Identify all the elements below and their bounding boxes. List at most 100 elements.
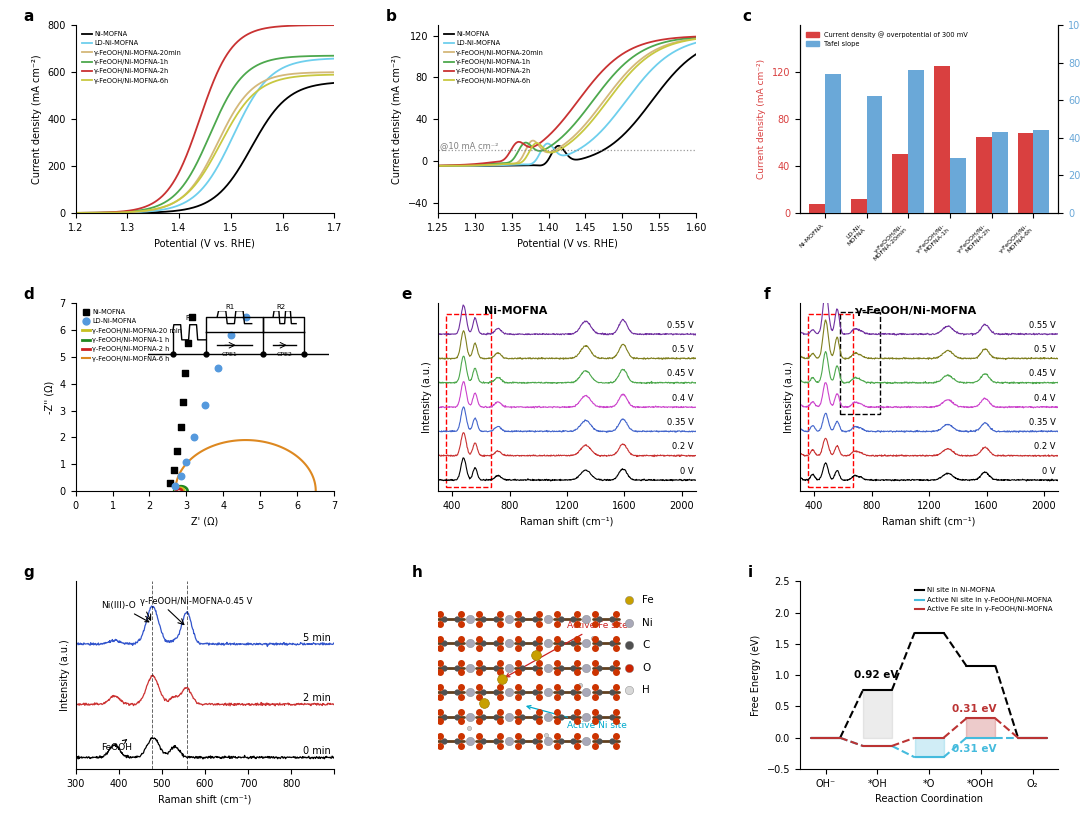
γ-FeOOH/Ni-MOFNA-2h (327, 20, 340, 30)
Text: e: e (402, 288, 411, 303)
Point (165, 463, 183, 477)
γ-FeOOH/Ni-MOFNA-6h (100, 207, 113, 217)
γ-FeOOH/Ni-MOFNA-1h (172, 186, 185, 196)
Y-axis label: Intensity (a.u.): Intensity (a.u.) (784, 361, 794, 433)
γ-FeOOH/Ni-MOFNA-1h (327, 51, 340, 61)
Bar (934, 66, 950, 213)
γ-FeOOH/Ni-MOFNA-20min (256, 77, 269, 87)
Text: c: c (743, 9, 752, 24)
Point (184, 310, 201, 324)
Text: Fe: Fe (642, 595, 653, 605)
X-axis label: Potential (V vs. RHE): Potential (V vs. RHE) (516, 238, 618, 248)
Bar (851, 199, 866, 213)
X-axis label: Z' (Ω): Z' (Ω) (191, 517, 218, 527)
Text: 0.55 V: 0.55 V (1029, 321, 1055, 329)
Line: γ-FeOOH/Ni-MOFNA-2h: γ-FeOOH/Ni-MOFNA-2h (76, 25, 334, 213)
Text: i: i (748, 565, 753, 580)
Text: 0.45 V: 0.45 V (1029, 370, 1055, 379)
Text: 0 V: 0 V (1042, 466, 1055, 476)
γ-FeOOH/Ni-MOFNA-20min (153, 203, 166, 213)
Text: g: g (24, 565, 35, 580)
γ-FeOOH/Ni-MOFNA-6h (327, 69, 340, 79)
Point (237, 310, 254, 324)
Point (178, 455, 195, 468)
Line: γ-FeOOH/Ni-MOFNA-20min: γ-FeOOH/Ni-MOFNA-20min (76, 72, 334, 213)
Text: 0.35 V: 0.35 V (1028, 418, 1055, 427)
Text: 0.5 V: 0.5 V (672, 345, 693, 354)
Text: 0.55 V: 0.55 V (666, 321, 693, 329)
Legend: Current density @ overpotential of 300 mV, Tafel slope: Current density @ overpotential of 300 m… (804, 28, 971, 50)
Text: 5 min: 5 min (302, 633, 330, 643)
Text: Ni-MOFNA: Ni-MOFNA (484, 307, 546, 317)
Text: 0.4 V: 0.4 V (1034, 394, 1055, 403)
Y-axis label: Intensity (a.u.): Intensity (a.u.) (422, 361, 432, 433)
Text: 0 min: 0 min (303, 747, 330, 757)
γ-FeOOH/Ni-MOFNA-1h (257, 58, 270, 68)
γ-FeOOH/Ni-MOFNA-6h (232, 108, 245, 118)
γ-FeOOH/Ni-MOFNA-1h (100, 207, 113, 217)
γ-FeOOH/Ni-MOFNA-1h (153, 200, 166, 210)
LD-Ni-MOFNA (257, 79, 270, 89)
Text: 0.45 V: 0.45 V (666, 370, 693, 379)
Ni-MOFNA (153, 207, 166, 217)
γ-FeOOH/Ni-MOFNA-2h (172, 169, 185, 179)
LD-Ni-MOFNA (232, 120, 245, 130)
Bar (950, 159, 966, 213)
γ-FeOOH/Ni-MOFNA-6h (256, 83, 269, 93)
Ni-MOFNA (256, 124, 269, 134)
X-axis label: Raman shift (cm⁻¹): Raman shift (cm⁻¹) (159, 794, 252, 804)
Text: 0.5 V: 0.5 V (1034, 345, 1055, 354)
γ-FeOOH/Ni-MOFNA-2h (256, 24, 269, 34)
LD-Ni-MOFNA (100, 208, 113, 218)
γ-FeOOH/Ni-MOFNA-20min (327, 67, 340, 77)
Bar (840, 312, 880, 414)
Y-axis label: Current density (mA cm⁻²): Current density (mA cm⁻²) (31, 54, 42, 184)
Text: @10 mA cm⁻²: @10 mA cm⁻² (440, 141, 498, 150)
γ-FeOOH/Ni-MOFNA-2h (257, 23, 270, 33)
γ-FeOOH/Ni-MOFNA-2h (100, 207, 113, 217)
Text: a: a (24, 9, 35, 24)
Ni-MOFNA (327, 78, 340, 88)
Bar (825, 74, 840, 213)
γ-FeOOH/Ni-MOFNA-2h (69, 208, 82, 218)
LD-Ni-MOFNA (69, 208, 82, 218)
X-axis label: Potential (V vs. RHE): Potential (V vs. RHE) (154, 238, 255, 248)
X-axis label: Raman shift (cm⁻¹): Raman shift (cm⁻¹) (882, 517, 975, 527)
Text: FeOOH: FeOOH (102, 740, 133, 752)
γ-FeOOH/Ni-MOFNA-20min (232, 100, 245, 110)
Text: 0.31 eV: 0.31 eV (953, 743, 997, 753)
γ-FeOOH/Ni-MOFNA-6h (257, 82, 270, 92)
Bar (446, 314, 490, 487)
Text: γ-FeOOH/Ni-MOFNA-0.45 V: γ-FeOOH/Ni-MOFNA-0.45 V (140, 597, 253, 606)
Bar (991, 132, 1008, 213)
Point (210, 361, 227, 375)
Text: 0.35 V: 0.35 V (666, 418, 693, 427)
γ-FeOOH/Ni-MOFNA-1h (256, 58, 269, 68)
Line: Ni-MOFNA: Ni-MOFNA (76, 83, 334, 213)
Text: 0.2 V: 0.2 V (672, 442, 693, 451)
Text: Active Ni site: Active Ni site (527, 706, 626, 730)
Text: C: C (642, 640, 649, 650)
Point (176, 366, 193, 380)
Bar (908, 70, 924, 213)
Text: O: O (642, 663, 650, 673)
Y-axis label: Free Energy (eV): Free Energy (eV) (751, 635, 761, 716)
γ-FeOOH/Ni-MOFNA-2h (232, 36, 245, 46)
γ-FeOOH/Ni-MOFNA-1h (232, 76, 245, 86)
Point (174, 395, 191, 409)
Bar (866, 96, 882, 213)
Y-axis label: Current density (mA cm⁻²): Current density (mA cm⁻²) (392, 54, 402, 184)
Point (179, 337, 197, 350)
X-axis label: Raman shift (cm⁻¹): Raman shift (cm⁻¹) (521, 517, 613, 527)
Legend: Ni site in Ni-MOFNA, Active Ni site in γ-FeOOH/Ni-MOFNA, Active Fe site in γ-FeO: Ni site in Ni-MOFNA, Active Ni site in γ… (913, 584, 1055, 615)
Legend: Ni-MOFNA, LD-Ni-MOFNA, γ-FeOOH/Ni-MOFNA-20min, γ-FeOOH/Ni-MOFNA-1h, γ-FeOOH/Ni-M: Ni-MOFNA, LD-Ni-MOFNA, γ-FeOOH/Ni-MOFNA-… (79, 28, 185, 86)
LD-Ni-MOFNA (153, 205, 166, 215)
Text: 2 min: 2 min (302, 693, 330, 703)
Y-axis label: -Z'' (Ω): -Z'' (Ω) (44, 380, 54, 414)
Bar (1034, 130, 1050, 213)
γ-FeOOH/Ni-MOFNA-20min (69, 208, 82, 218)
Ni-MOFNA (257, 121, 270, 131)
Point (185, 431, 202, 444)
Y-axis label: Current density (mA cm⁻²): Current density (mA cm⁻²) (757, 59, 766, 179)
γ-FeOOH/Ni-MOFNA-2h (153, 193, 166, 203)
